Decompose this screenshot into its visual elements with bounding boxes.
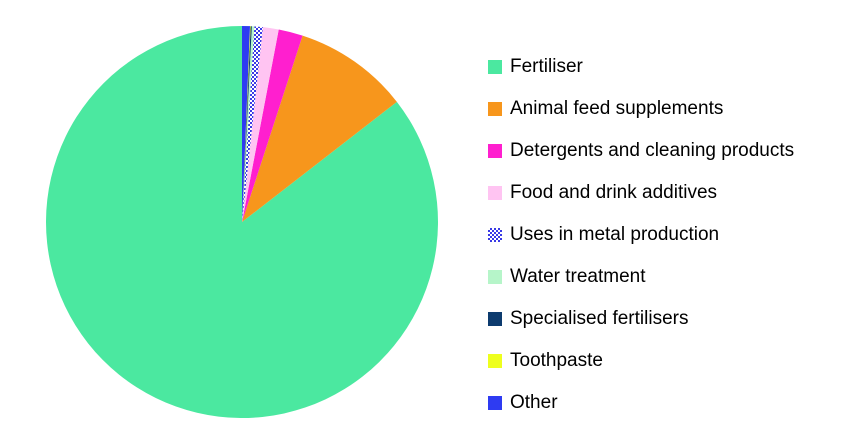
legend-item-specialised-fertilisers: Specialised fertilisers <box>488 298 794 340</box>
legend-swatch <box>488 312 502 326</box>
legend-swatch <box>488 60 502 74</box>
pie-slice-toothpaste <box>242 26 251 222</box>
legend-label: Toothpaste <box>510 350 603 371</box>
legend-label: Specialised fertilisers <box>510 308 689 329</box>
legend-item-animal-feed-supplements: Animal feed supplements <box>488 88 794 130</box>
pie-slice-animal-feed-supplements <box>242 35 397 223</box>
pie-slice-detergents-and-cleaning-products <box>242 29 303 222</box>
legend-label: Uses in metal production <box>510 224 720 245</box>
pie-slice-other <box>242 25 250 222</box>
legend-label: Food and drink additives <box>510 182 718 203</box>
legend-swatch <box>488 228 502 242</box>
legend-item-uses-in-metal-production: Uses in metal production <box>488 214 794 256</box>
legend-swatch <box>488 144 502 158</box>
pie-slice-fertiliser <box>45 26 438 418</box>
legend-label: Water treatment <box>510 266 646 287</box>
legend-label: Other <box>510 392 558 413</box>
pie-slice-food-and-drink-additives <box>242 27 279 223</box>
legend-item-water-treatment: Water treatment <box>488 256 794 298</box>
legend-swatch <box>488 270 502 284</box>
legend-swatch <box>488 186 502 200</box>
legend-swatch <box>488 102 502 116</box>
legend-item-detergents-and-cleaning-products: Detergents and cleaning products <box>488 130 794 172</box>
legend-item-other: Other <box>488 382 794 424</box>
legend-label: Animal feed supplements <box>510 98 724 119</box>
legend-item-toothpaste: Toothpaste <box>488 340 794 382</box>
legend-item-fertiliser: Fertiliser <box>488 46 794 88</box>
legend-label: Fertiliser <box>510 56 583 77</box>
legend-swatch <box>488 396 502 410</box>
legend: Fertiliser Animal feed supplements Deterge… <box>488 46 794 424</box>
pie-slice-uses-in-metal-production <box>242 26 263 222</box>
legend-label: Detergents and cleaning products <box>510 140 795 161</box>
legend-swatch <box>488 354 502 368</box>
legend-item-food-and-drink-additives: Food and drink additives <box>488 172 794 214</box>
pie-slice-specialised-fertilisers <box>242 26 252 222</box>
pie-slice-water-treatment <box>242 26 255 222</box>
